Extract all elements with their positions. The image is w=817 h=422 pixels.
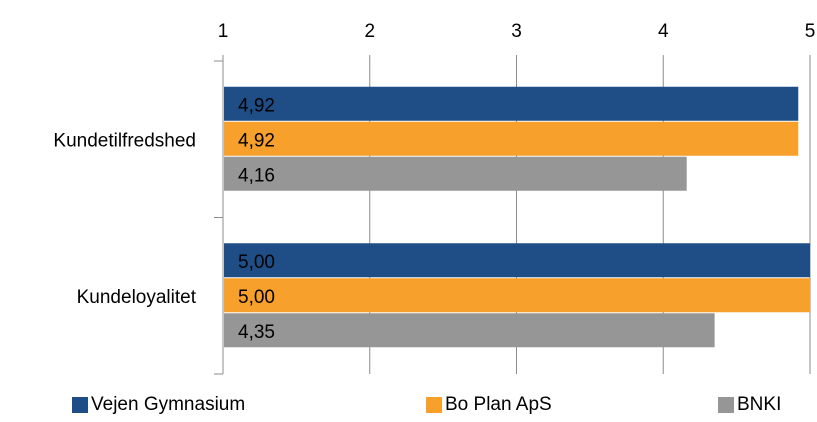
x-tick-label: 3 xyxy=(511,21,522,42)
x-tick-label: 4 xyxy=(658,21,669,42)
x-tick-label: 2 xyxy=(364,21,375,42)
bar-value-label: 4,35 xyxy=(238,322,275,343)
bar-value-label: 4,92 xyxy=(238,130,275,151)
bar xyxy=(224,86,799,121)
legend-label: Vejen Gymnasium xyxy=(91,394,245,415)
legend-swatch xyxy=(426,397,442,413)
category-label: Kundeloyalitet xyxy=(77,287,197,308)
category-label: Kundetilfredshed xyxy=(53,130,196,151)
bar-value-label: 4,16 xyxy=(238,165,275,186)
legend-swatch xyxy=(718,397,734,413)
legend-swatch xyxy=(72,397,88,413)
bar-value-label: 5,00 xyxy=(238,252,275,273)
bar-value-label: 4,92 xyxy=(238,95,275,116)
x-tick-label: 1 xyxy=(218,21,229,42)
legend-label: BNKI xyxy=(737,394,781,415)
bar-value-label: 5,00 xyxy=(238,287,275,308)
legend-label: Bo Plan ApS xyxy=(445,394,552,415)
bar xyxy=(224,121,799,156)
bar xyxy=(224,156,687,191)
x-tick-label: 5 xyxy=(805,21,816,42)
bar xyxy=(224,243,810,278)
bar xyxy=(224,313,715,348)
bar xyxy=(224,278,810,313)
